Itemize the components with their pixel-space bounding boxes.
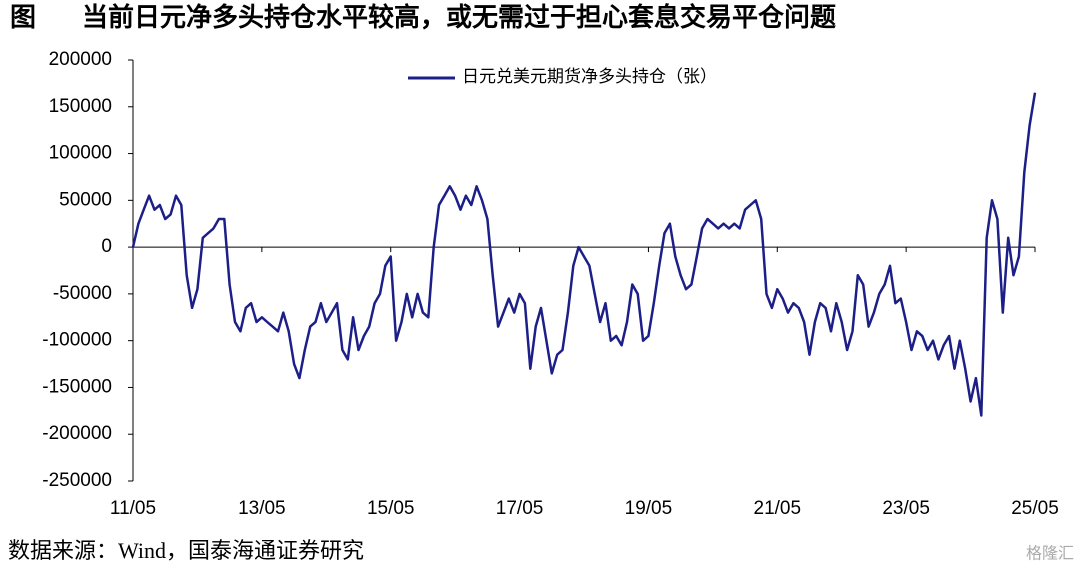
y-tick-label: -150000 [42,376,112,397]
data-line [131,92,1037,417]
y-tick-label: -200000 [42,423,112,444]
chart-title: 当前日元净多头持仓水平较高，或无需过于担心套息交易平仓问题 [82,2,836,32]
legend-label: 日元兑美元期货净多头持仓（张） [462,67,717,86]
y-tick-label: -250000 [42,470,112,491]
x-tick-label: 15/05 [367,498,415,519]
watermark: 格隆汇 [1026,545,1074,563]
x-tick-label: 19/05 [625,498,673,519]
x-tick-label: 13/05 [238,498,286,519]
y-tick-label: 200000 [49,49,112,70]
y-tick-label: 100000 [49,143,112,164]
x-tick-label: 21/05 [754,498,802,519]
y-tick-label: 50000 [59,189,112,210]
y-tick-label: 150000 [49,96,112,117]
y-tick-label: -100000 [42,330,112,351]
figure-label: 图 [10,3,36,32]
x-tick-label: 23/05 [882,498,930,519]
x-tick-label: 11/05 [110,498,156,519]
y-tick-label: 0 [101,236,112,257]
source: 数据来源：Wind，国泰海通证券研究 [8,538,364,563]
x-tick-label: 25/05 [1011,498,1059,519]
x-tick-label: 17/05 [496,498,544,519]
y-tick-label: -50000 [53,283,112,304]
